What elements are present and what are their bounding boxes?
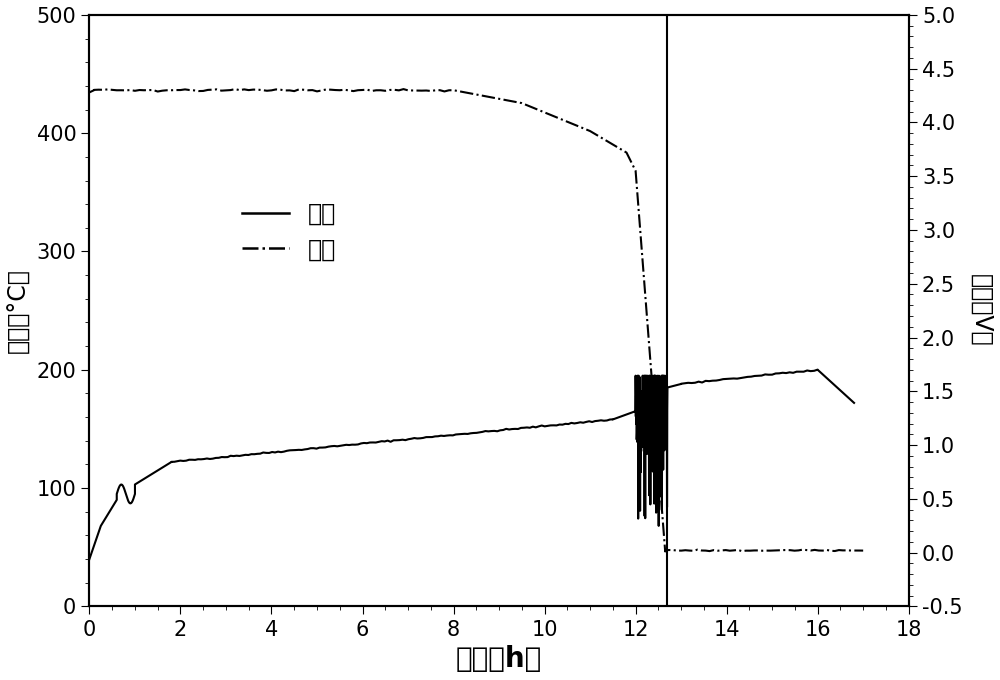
Y-axis label: 电压（V）: 电压（V）: [969, 274, 993, 347]
Y-axis label: 温度（°C）: 温度（°C）: [7, 268, 31, 353]
Legend: 温度, 电压: 温度, 电压: [232, 192, 346, 271]
X-axis label: 时间（h）: 时间（h）: [456, 645, 542, 673]
